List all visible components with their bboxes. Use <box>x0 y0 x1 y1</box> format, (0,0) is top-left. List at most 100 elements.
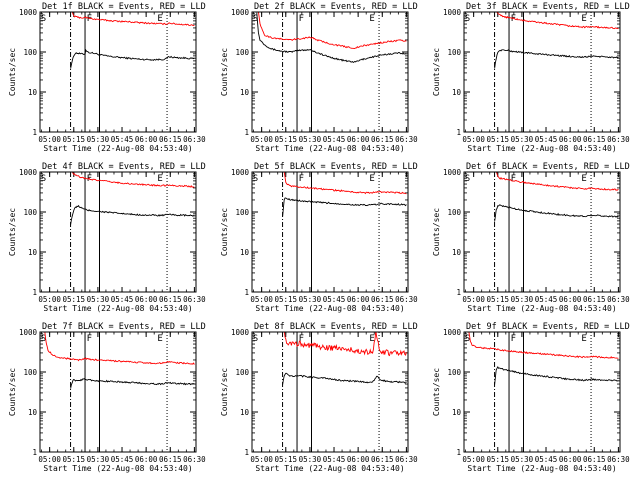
x-tick-label: 05:15 <box>62 455 85 464</box>
x-tick-label: 06:15 <box>371 135 394 144</box>
x-tick-label: 06:00 <box>347 135 370 144</box>
x-tick-label: 06:30 <box>607 455 630 464</box>
marker-label-e: E <box>157 14 162 24</box>
x-tick-label: 06:00 <box>559 295 582 304</box>
x-tick-label: 05:15 <box>486 295 509 304</box>
x-tick-label: 06:30 <box>607 135 630 144</box>
panel-title: Det 7f BLACK = Events, RED = LLD <box>42 322 206 332</box>
x-axis-label: Start Time (22-Aug-08 04:53:40) <box>255 464 404 473</box>
x-tick-label: 05:45 <box>111 135 134 144</box>
chart-panel-8: Det 8f BLACK = Events, RED = LLD 1 10 100 10… <box>220 322 418 473</box>
x-tick-label: 06:30 <box>395 455 418 464</box>
marker-label-e: E <box>369 14 374 24</box>
x-tick-label: 05:45 <box>111 295 134 304</box>
y-tick-label: 10 <box>452 248 462 257</box>
y-tick-label: 1000 <box>19 328 38 337</box>
marker-label-e: E <box>581 334 586 344</box>
x-tick-label: 05:00 <box>250 135 273 144</box>
panel-title: Det 8f BLACK = Events, RED = LLD <box>254 322 418 332</box>
x-tick-label: 05:00 <box>250 295 273 304</box>
y-axis-label: Counts/sec <box>220 48 229 96</box>
x-tick-label: 05:30 <box>87 295 110 304</box>
series-line-events <box>70 204 195 225</box>
plot-frame <box>251 171 409 293</box>
y-tick-label: 1 <box>32 128 37 137</box>
series-line-events <box>282 372 407 385</box>
x-tick-label: 06:00 <box>347 455 370 464</box>
panel-title: Det 1f BLACK = Events, RED = LLD <box>42 2 206 12</box>
y-tick-label: 1 <box>32 448 37 457</box>
x-axis-label: Start Time (22-Aug-08 04:53:40) <box>467 144 616 153</box>
y-tick-label: 10 <box>452 408 462 417</box>
y-tick-label: 10 <box>452 88 462 97</box>
y-axis-label: Counts/sec <box>8 48 17 96</box>
series-line-lld <box>71 12 195 27</box>
x-tick-label: 05:45 <box>111 455 134 464</box>
x-axis-label: Start Time (22-Aug-08 04:53:40) <box>43 464 192 473</box>
x-tick-label: 05:30 <box>299 295 322 304</box>
y-tick-label: 100 <box>447 48 461 57</box>
x-tick-label: 06:15 <box>159 295 182 304</box>
x-tick-label: 05:30 <box>87 135 110 144</box>
marker-label-e: E <box>157 334 162 344</box>
x-tick-label: 06:00 <box>135 135 158 144</box>
x-tick-label: 05:15 <box>486 135 509 144</box>
y-tick-label: 10 <box>28 248 38 257</box>
marker-label-f: F <box>511 334 516 344</box>
marker-label-f: F <box>511 14 516 24</box>
y-tick-label: 10 <box>28 88 38 97</box>
x-tick-label: 06:00 <box>135 455 158 464</box>
y-tick-label: 1 <box>244 288 249 297</box>
y-axis-label: Counts/sec <box>220 208 229 256</box>
x-tick-label: 05:45 <box>535 455 558 464</box>
x-tick-label: 06:15 <box>371 455 394 464</box>
y-tick-label: 1 <box>244 128 249 137</box>
plot-frame <box>463 11 621 133</box>
series-line-lld <box>468 332 619 359</box>
series-line-events <box>494 204 619 222</box>
series-line-lld <box>283 172 407 195</box>
x-tick-label: 06:15 <box>371 295 394 304</box>
x-tick-label: 05:00 <box>250 455 273 464</box>
y-tick-label: 1 <box>456 128 461 137</box>
y-tick-label: 1000 <box>231 168 250 177</box>
x-tick-label: 05:45 <box>323 135 346 144</box>
y-tick-label: 1000 <box>443 168 462 177</box>
x-tick-label: 05:30 <box>299 455 322 464</box>
marker-label-f: F <box>299 174 304 184</box>
x-tick-label: 05:15 <box>486 455 509 464</box>
x-tick-label: 06:00 <box>347 295 370 304</box>
marker-label-e: E <box>157 174 162 184</box>
chart-panel-6: Det 6f BLACK = Events, RED = LLD 1 10 100 10… <box>432 162 630 313</box>
x-axis-label: Start Time (22-Aug-08 04:53:40) <box>467 304 616 313</box>
marker-label-s: S <box>41 14 46 24</box>
series-line-lld <box>495 172 619 191</box>
y-tick-label: 10 <box>240 248 250 257</box>
x-tick-label: 05:15 <box>62 135 85 144</box>
marker-label-s: S <box>253 14 258 24</box>
chart-panel-7: Det 7f BLACK = Events, RED = LLD 1 10 100 10… <box>8 322 206 473</box>
x-tick-label: 06:15 <box>159 455 182 464</box>
y-tick-label: 100 <box>447 368 461 377</box>
y-tick-label: 1 <box>244 448 249 457</box>
series-line-lld <box>283 332 407 357</box>
series-line-events <box>494 365 619 385</box>
chart-panel-1: Det 1f BLACK = Events, RED = LLD 1 10 100 10… <box>8 2 206 153</box>
x-tick-label: 05:00 <box>38 295 61 304</box>
x-tick-label: 05:30 <box>299 135 322 144</box>
y-tick-label: 100 <box>235 368 249 377</box>
x-tick-label: 05:00 <box>462 295 485 304</box>
series-line-lld <box>71 172 195 188</box>
y-tick-label: 1000 <box>443 8 462 17</box>
chart-panel-5: Det 5f BLACK = Events, RED = LLD 1 10 100 10… <box>220 162 418 313</box>
series-line-lld <box>258 12 407 49</box>
x-tick-label: 06:30 <box>395 295 418 304</box>
x-tick-label: 05:45 <box>323 455 346 464</box>
x-tick-label: 06:15 <box>583 135 606 144</box>
x-tick-label: 06:15 <box>583 295 606 304</box>
y-tick-label: 1000 <box>19 8 38 17</box>
y-axis-label: Counts/sec <box>432 48 441 96</box>
y-tick-label: 100 <box>23 208 37 217</box>
marker-label-f: F <box>299 14 304 24</box>
x-tick-label: 05:00 <box>462 455 485 464</box>
